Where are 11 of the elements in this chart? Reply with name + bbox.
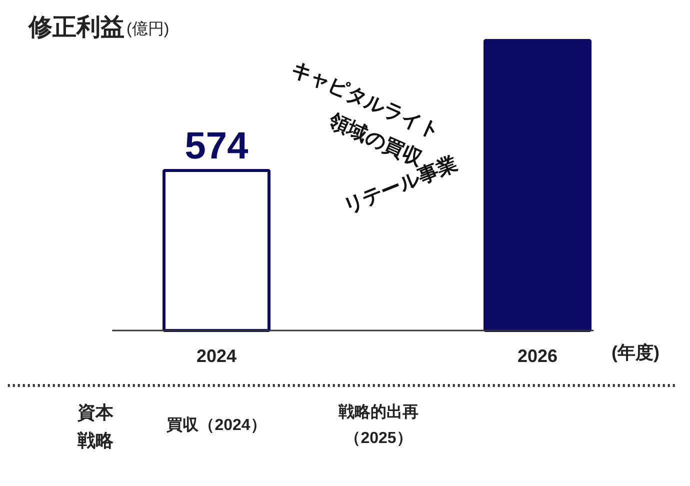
x-tick-label: 2026 — [517, 346, 558, 366]
text: 資本 — [76, 402, 114, 422]
data-label: 574 — [184, 125, 248, 168]
x-tick-label: 2024 — [196, 346, 237, 366]
chart-subtitle: (億円) — [126, 20, 170, 38]
text: （2025） — [344, 430, 412, 447]
text: (年度) — [612, 342, 660, 362]
text: 買収（2024） — [166, 416, 266, 434]
text: 戦略 — [76, 430, 114, 450]
text: 戦略的出再 — [338, 403, 418, 421]
chart-title: 修正利益 — [28, 14, 124, 41]
